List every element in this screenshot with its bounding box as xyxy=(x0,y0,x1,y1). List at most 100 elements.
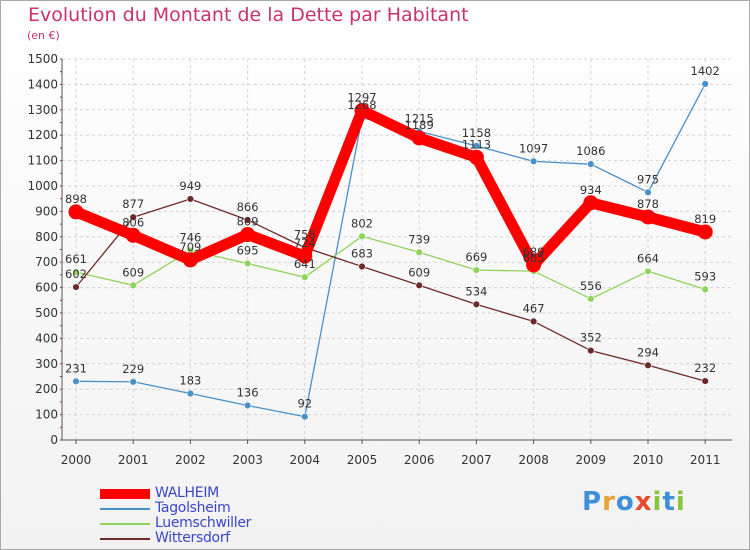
data-label: 1189 xyxy=(405,118,434,132)
data-label: 975 xyxy=(637,172,659,186)
x-tick-label: 2011 xyxy=(690,453,721,467)
y-tick-label: 1400 xyxy=(27,77,58,91)
data-label: 183 xyxy=(179,374,201,388)
data-point xyxy=(472,142,481,150)
data-label: 641 xyxy=(294,257,316,271)
legend-label: Tagolsheim xyxy=(155,500,231,516)
data-point xyxy=(243,216,252,224)
y-tick-label: 900 xyxy=(35,204,58,218)
data-label: 1158 xyxy=(462,126,491,140)
x-tick-label: 2000 xyxy=(61,453,92,467)
logo-letter: o xyxy=(615,487,635,517)
data-label: 352 xyxy=(580,331,602,345)
data-point xyxy=(243,401,252,410)
x-tick-label: 2007 xyxy=(461,453,492,467)
data-label: 746 xyxy=(179,231,201,245)
data-label: 819 xyxy=(694,212,716,226)
legend-swatch xyxy=(100,508,150,510)
data-point xyxy=(472,300,481,309)
data-label: 664 xyxy=(637,251,659,265)
data-label: 229 xyxy=(122,362,144,376)
data-point xyxy=(526,257,542,273)
data-label: 665 xyxy=(523,251,545,265)
data-point xyxy=(72,283,80,291)
x-tick-label: 2004 xyxy=(290,453,321,467)
data-label: 1268 xyxy=(347,98,376,112)
x-tick-label: 2001 xyxy=(118,453,149,467)
y-tick-label: 600 xyxy=(35,281,58,295)
chart-unit: (en €) xyxy=(27,29,60,42)
legend-swatch xyxy=(100,489,150,499)
x-tick-label: 2009 xyxy=(576,453,607,467)
data-label: 609 xyxy=(122,265,144,279)
data-point xyxy=(701,285,709,294)
legend-label: Wittersdorf xyxy=(155,530,230,546)
data-label: 1297 xyxy=(347,91,376,105)
grid xyxy=(62,58,732,441)
logo-letter: i xyxy=(675,487,686,517)
data-label: 232 xyxy=(694,361,716,375)
data-point xyxy=(644,361,652,370)
data-point xyxy=(129,281,137,290)
data-label: 949 xyxy=(179,179,201,193)
y-tick-label: 200 xyxy=(35,382,58,396)
data-point xyxy=(68,204,84,220)
data-point xyxy=(640,209,656,225)
axes: 0 100 200 300 400 500 600 700 800 900 1000 1100 1200… xyxy=(27,52,732,467)
y-tick-label: 1300 xyxy=(27,103,58,117)
data-point xyxy=(587,346,595,355)
y-tick-label: 1500 xyxy=(27,52,58,66)
data-label: 1215 xyxy=(405,111,434,125)
data-label: 866 xyxy=(237,200,259,214)
data-label: 709 xyxy=(179,240,201,254)
legend-label: WALHEIM xyxy=(155,485,219,501)
x-tick-label: 2002 xyxy=(175,453,206,467)
data-label: 556 xyxy=(580,279,602,293)
x-tick-label: 2003 xyxy=(232,453,263,467)
data-point xyxy=(587,295,595,303)
y-tick-label: 700 xyxy=(35,255,58,269)
legend-label: Luemschwiller xyxy=(155,515,252,531)
data-label: 758 xyxy=(294,227,316,241)
data-label: 809 xyxy=(237,215,259,229)
data-point xyxy=(415,281,423,290)
data-point xyxy=(358,232,366,240)
data-point xyxy=(354,103,370,119)
data-label: 724 xyxy=(294,236,316,250)
data-point xyxy=(697,224,713,240)
legend-swatch xyxy=(100,538,150,540)
data-point xyxy=(72,268,80,276)
data-label: 1086 xyxy=(576,144,605,158)
data-label: 231 xyxy=(65,361,87,375)
logo-letter: i xyxy=(652,487,663,517)
data-point xyxy=(301,273,309,281)
series xyxy=(68,80,713,421)
data-label: 661 xyxy=(65,252,87,266)
data-label: 467 xyxy=(523,301,545,315)
data-label: 92 xyxy=(297,397,312,411)
data-point xyxy=(186,389,195,398)
data-label: 136 xyxy=(237,385,259,399)
data-label: 898 xyxy=(65,192,87,206)
logo-letter: r xyxy=(602,487,616,517)
y-tick-label: 1000 xyxy=(27,179,58,193)
data-point xyxy=(529,317,538,326)
data-label: 689 xyxy=(523,245,545,259)
logo-letter: x xyxy=(634,487,653,517)
data-label: 878 xyxy=(637,197,659,211)
y-tick-label: 400 xyxy=(35,331,58,345)
data-label: 877 xyxy=(122,197,144,211)
x-tick-label: 2006 xyxy=(404,453,435,467)
data-label: 683 xyxy=(351,247,373,261)
series-line-walheim xyxy=(70,105,711,271)
logo-letter: P xyxy=(582,487,603,517)
data-point xyxy=(701,377,709,385)
data-label: 934 xyxy=(580,183,602,197)
data-label: 1097 xyxy=(519,141,548,155)
data-point xyxy=(129,378,137,386)
data-point xyxy=(411,130,427,146)
data-point xyxy=(587,160,595,168)
data-label: 602 xyxy=(65,267,87,281)
line-chart: 0 100 200 300 400 500 600 700 800 900 1000 1100 1200… xyxy=(27,52,732,467)
